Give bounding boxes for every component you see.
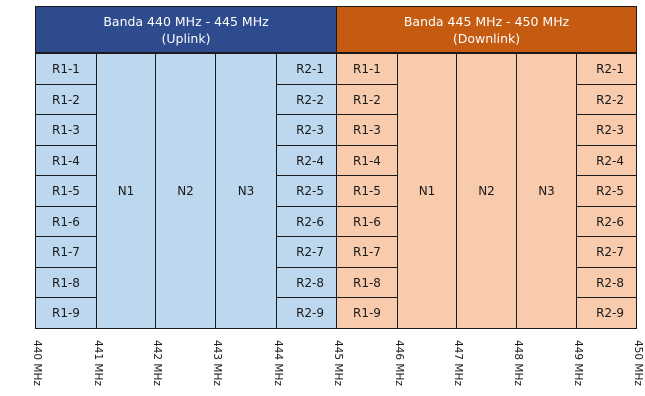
band-title: Banda 445 MHz - 450 MHz <box>403 13 570 29</box>
channel-cell-middle: N2 <box>155 53 216 329</box>
channel-cell-right: R2-8 <box>576 267 637 298</box>
channel-cell-right: R2-9 <box>276 297 337 329</box>
frequency-label: 449 MHz <box>572 340 584 386</box>
frequency-label: 450 MHz <box>632 340 644 386</box>
channel-cell-right: R2-3 <box>576 114 637 146</box>
channel-cell-right: R2-6 <box>576 206 637 237</box>
channel-cell-right: R2-1 <box>576 53 637 85</box>
band-header-uplink: Banda 440 MHz - 445 MHz (Uplink) <box>35 6 337 53</box>
frequency-label: 445 MHz <box>332 340 344 386</box>
channel-cell-left: R1-3 <box>35 114 97 146</box>
channel-cell-right: R2-4 <box>576 145 637 176</box>
frequency-label: 448 MHz <box>512 340 524 386</box>
channel-cell-right: R2-5 <box>576 175 637 207</box>
frequency-label: 447 MHz <box>452 340 464 386</box>
band-subtitle: (Downlink) <box>452 30 521 46</box>
channel-cell-middle: N1 <box>96 53 156 329</box>
channel-cell-left: R1-9 <box>35 297 97 329</box>
channel-cell-left: R1-5 <box>336 175 398 207</box>
frequency-label: 441 MHz <box>92 340 104 386</box>
channel-cell-middle: N3 <box>215 53 277 329</box>
frequency-label: 442 MHz <box>151 340 163 386</box>
channel-cell-right: R2-2 <box>276 84 337 115</box>
frequency-label: 446 MHz <box>393 340 405 386</box>
channel-cell-left: R1-4 <box>35 145 97 176</box>
channel-cell-left: R1-8 <box>35 267 97 298</box>
channel-cell-right: R2-9 <box>576 297 637 329</box>
channel-cell-right: R2-7 <box>276 236 337 268</box>
channel-cell-left: R1-9 <box>336 297 398 329</box>
channel-cell-left: R1-6 <box>336 206 398 237</box>
frequency-label: 444 MHz <box>272 340 284 386</box>
channel-cell-left: R1-8 <box>336 267 398 298</box>
channel-cell-left: R1-1 <box>35 53 97 85</box>
channel-cell-right: R2-4 <box>276 145 337 176</box>
channel-cell-left: R1-5 <box>35 175 97 207</box>
channel-cell-middle: N3 <box>516 53 577 329</box>
band-subtitle: (Uplink) <box>161 30 211 46</box>
channel-cell-right: R2-1 <box>276 53 337 85</box>
frequency-label: 440 MHz <box>31 340 43 386</box>
channel-cell-left: R1-2 <box>35 84 97 115</box>
band-header-downlink: Banda 445 MHz - 450 MHz (Downlink) <box>336 6 637 53</box>
frequency-label: 443 MHz <box>211 340 223 386</box>
channel-cell-left: R1-4 <box>336 145 398 176</box>
channel-cell-right: R2-2 <box>576 84 637 115</box>
channel-cell-left: R1-2 <box>336 84 398 115</box>
channel-cell-right: R2-6 <box>276 206 337 237</box>
channel-cell-right: R2-7 <box>576 236 637 268</box>
band-title: Banda 440 MHz - 445 MHz <box>103 13 269 29</box>
channel-cell-right: R2-5 <box>276 175 337 207</box>
channel-cell-right: R2-3 <box>276 114 337 146</box>
channel-cell-right: R2-8 <box>276 267 337 298</box>
channel-cell-middle: N1 <box>397 53 457 329</box>
channel-cell-left: R1-3 <box>336 114 398 146</box>
channel-cell-left: R1-7 <box>336 236 398 268</box>
channel-cell-left: R1-6 <box>35 206 97 237</box>
channel-cell-left: R1-1 <box>336 53 398 85</box>
channel-cell-middle: N2 <box>456 53 517 329</box>
channel-cell-left: R1-7 <box>35 236 97 268</box>
